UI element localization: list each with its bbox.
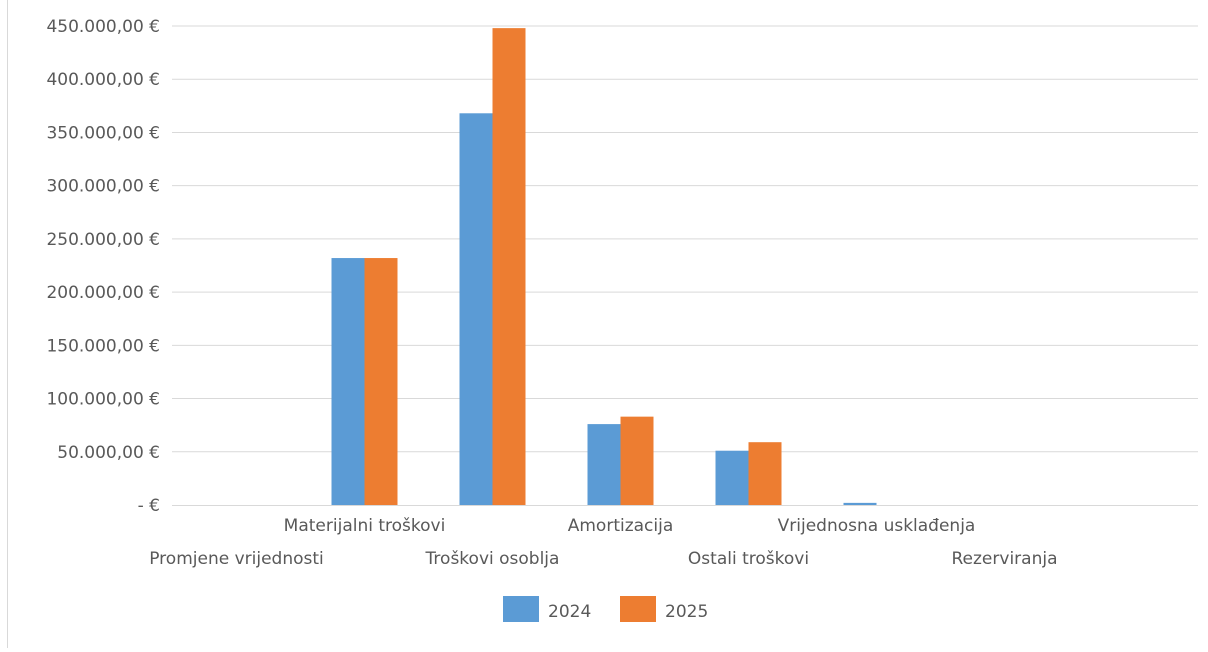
- bar-2024: [459, 113, 493, 505]
- bar-2025: [620, 416, 654, 505]
- bar-2024: [331, 258, 365, 505]
- legend-swatch-2025: [620, 596, 656, 622]
- x-tick-label: Ostali troškovi: [688, 549, 809, 569]
- x-axis-tick-labels: Promjene vrijednosti Materijalni troškovi…: [149, 516, 1057, 569]
- y-tick-label: 450.000,00 €: [46, 17, 160, 37]
- bar-2024: [715, 450, 749, 505]
- y-tick-label: 350.000,00 €: [46, 123, 160, 143]
- bar-2025: [364, 258, 398, 505]
- y-tick-label: 150.000,00 €: [46, 336, 160, 356]
- legend-swatch-2024: [503, 596, 539, 622]
- x-tick-label: Promjene vrijednosti: [149, 549, 324, 569]
- legend: 2024 2025: [503, 596, 708, 622]
- y-tick-label: 300.000,00 €: [46, 177, 160, 197]
- bar-2024: [587, 424, 621, 505]
- y-axis-tick-labels: - € 50.000,00 € 100.000,00 € 150.000,00 € 20…: [46, 17, 160, 516]
- y-tick-label: 200.000,00 €: [46, 283, 160, 303]
- bar-2025: [492, 28, 526, 506]
- gridlines: [172, 25, 1198, 453]
- chart-frame-border: [7, 0, 8, 648]
- legend-label-2025: 2025: [665, 602, 708, 622]
- y-tick-label: 100.000,00 €: [46, 390, 160, 410]
- y-tick-label: 250.000,00 €: [46, 230, 160, 250]
- y-tick-label: - €: [138, 496, 160, 516]
- x-tick-label: Rezerviranja: [952, 549, 1058, 569]
- y-tick-label: 50.000,00 €: [57, 443, 160, 463]
- x-tick-label: Amortizacija: [568, 516, 674, 536]
- bar-2025: [748, 442, 782, 505]
- bars: [331, 28, 877, 506]
- legend-label-2024: 2024: [548, 602, 591, 622]
- x-tick-label: Troškovi osoblja: [425, 549, 560, 569]
- y-tick-label: 400.000,00 €: [46, 70, 160, 90]
- x-tick-label: Vrijednosna usklađenja: [778, 516, 976, 536]
- x-tick-label: Materijalni troškovi: [284, 516, 446, 536]
- bar-2024: [843, 502, 877, 505]
